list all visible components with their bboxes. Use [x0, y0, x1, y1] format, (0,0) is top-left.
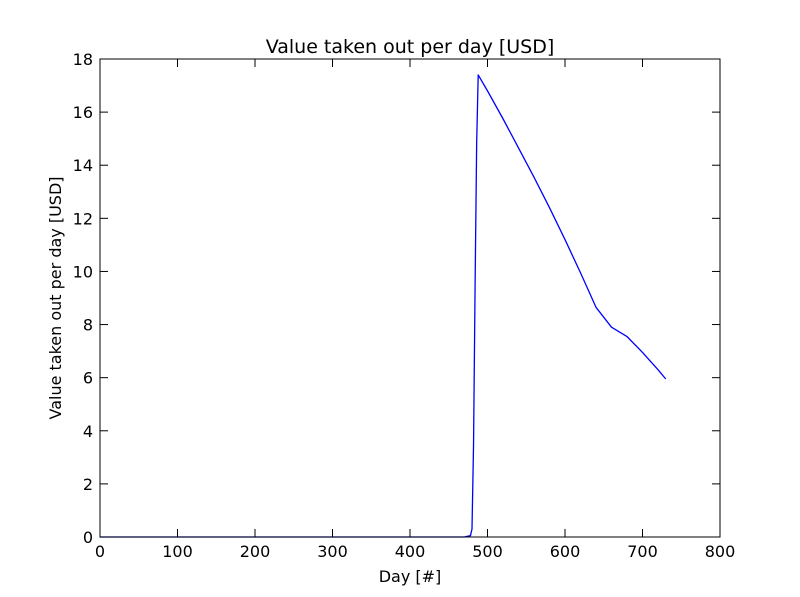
y-tick-label: 14 [73, 156, 93, 175]
x-tick-label: 200 [240, 542, 271, 561]
y-tick-label: 10 [73, 262, 93, 281]
ticks-layer: 0 100 200 300 400 500 600 700 800 0 2 4 6 8 10 12 14 16 18 [73, 50, 736, 561]
chart-title: Value taken out per day [USD] [266, 36, 555, 58]
y-axis-title: Value taken out per day [USD] [46, 176, 65, 419]
x-tick-label: 300 [317, 542, 348, 561]
x-axis-title: Day [#] [379, 567, 442, 586]
y-tick-label: 6 [83, 369, 93, 388]
x-tick-label: 500 [472, 542, 503, 561]
x-tick-label: 600 [550, 542, 581, 561]
y-tick-label: 4 [83, 422, 93, 441]
y-tick-label: 12 [73, 209, 93, 228]
x-tick-label: 100 [162, 542, 193, 561]
x-tick-label: 800 [705, 542, 736, 561]
y-tick-label: 0 [83, 528, 93, 547]
y-tick-label: 16 [73, 103, 93, 122]
x-tick-label: 0 [95, 542, 105, 561]
y-tick-label: 8 [83, 316, 93, 335]
y-tick-label: 2 [83, 475, 93, 494]
x-tick-label: 700 [627, 542, 658, 561]
x-tick-label: 400 [395, 542, 426, 561]
plot-area [100, 59, 720, 537]
y-tick-label: 18 [73, 50, 93, 69]
